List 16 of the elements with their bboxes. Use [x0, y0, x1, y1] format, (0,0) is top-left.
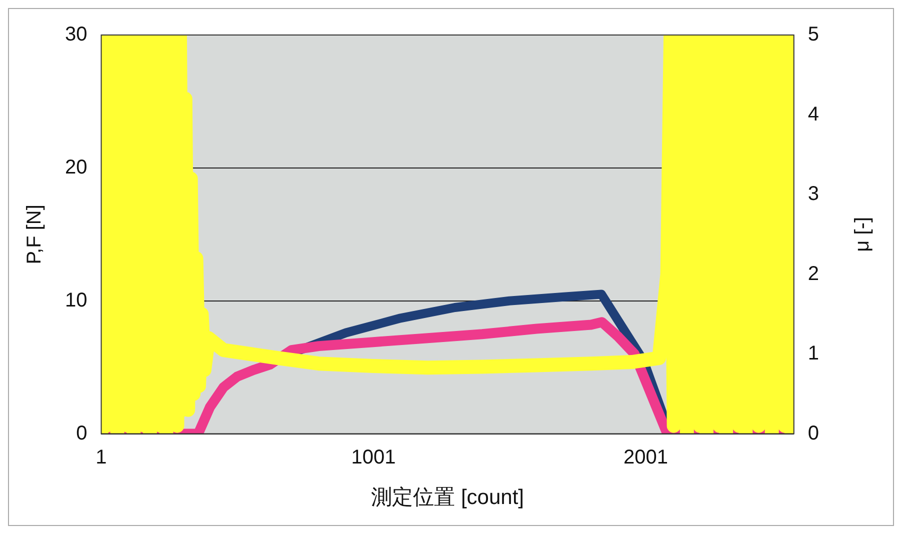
y-tick-label: 0 — [76, 422, 88, 444]
y-axis-title: P,F [N] — [24, 204, 46, 264]
y2-tick-label: 1 — [808, 342, 819, 365]
y-tick-label: 20 — [64, 156, 88, 178]
y2-tick-label: 3 — [808, 183, 819, 206]
x-tick-label: 1 — [96, 446, 107, 468]
y2-tick-label: 5 — [808, 24, 819, 46]
y2-tick-label: 2 — [808, 262, 819, 285]
x-tick-label: 1001 — [351, 446, 396, 468]
x-tick-label: 2001 — [624, 446, 668, 468]
x-axis-title: 測定位置 [count] — [371, 486, 524, 510]
y-tick-label: 10 — [64, 289, 88, 312]
y2-tick-label: 4 — [808, 103, 819, 126]
y2-axis-title: μ [-] — [852, 216, 874, 252]
y2-tick-label: 0 — [808, 422, 819, 444]
y-tick-label: 30 — [64, 24, 88, 46]
